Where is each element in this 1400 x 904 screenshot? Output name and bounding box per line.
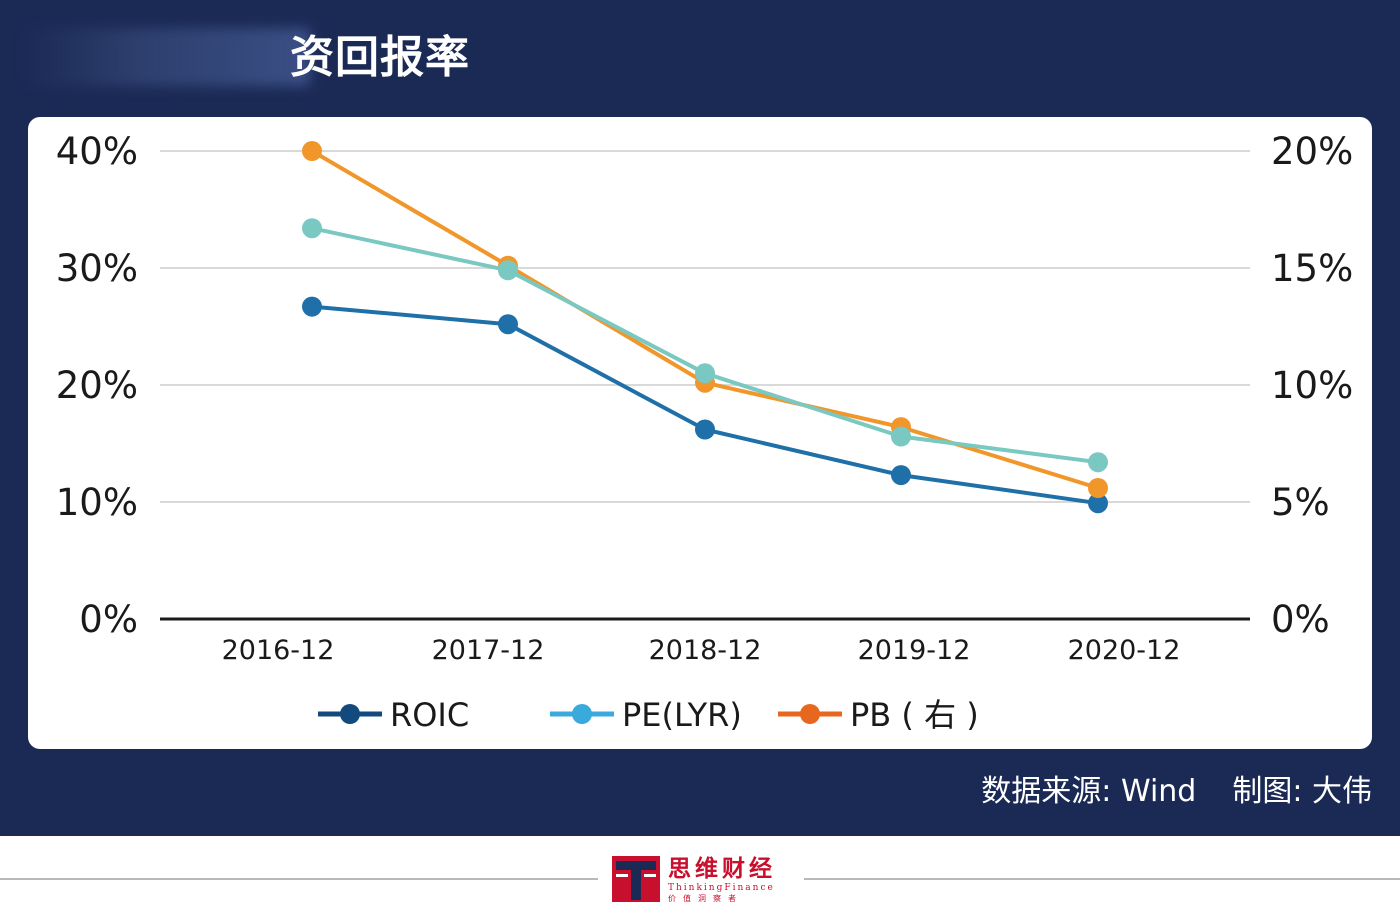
source-note: 数据来源: Wind 制图: 大伟 xyxy=(945,770,1372,814)
y-right-tick-label: 5% xyxy=(1271,481,1330,524)
legend-label-pe: PE(LYR) xyxy=(622,696,742,734)
data-point-pe xyxy=(498,260,518,281)
series-line-roic xyxy=(311,304,1099,506)
brand-logo: 思维财经 ThinkingFinance 价值洞察者 xyxy=(612,856,802,904)
data-point-roic xyxy=(891,465,911,486)
data-point-pe xyxy=(1088,452,1108,473)
y-right-tick-label: 10% xyxy=(1271,364,1353,407)
y-right-tick-label: 15% xyxy=(1271,247,1353,290)
legend-label-pb: PB ( 右 ) xyxy=(850,696,979,734)
data-point-pe xyxy=(891,426,911,447)
legend-marker-pe xyxy=(572,704,592,724)
page-title: 资回报率 xyxy=(290,32,470,83)
legend-marker-pb xyxy=(800,704,820,724)
y-right-tick-label: 20% xyxy=(1271,130,1353,173)
legend-marker-roic xyxy=(340,704,360,724)
data-point-pb xyxy=(302,141,322,161)
logo-subtitle: ThinkingFinance xyxy=(668,883,775,893)
data-point-roic xyxy=(695,419,715,440)
line-chart: 0% 10% 20% 30% 40% 0% 5% 10% 15% 20% 2016-12 2017-1… xyxy=(56,130,1354,734)
data-point-roic xyxy=(1088,493,1108,514)
chart-card: 0% 10% 20% 30% 40% 0% 5% 10% 15% 20% 2016-12 2017-1… xyxy=(28,117,1372,749)
data-point-pe xyxy=(302,218,322,239)
x-tick-label: 2017-12 xyxy=(432,635,545,666)
x-tick-label: 2018-12 xyxy=(649,635,762,666)
logo-t-icon xyxy=(612,856,660,902)
y-left-tick-label: 30% xyxy=(56,247,138,290)
y-left-tick-label: 20% xyxy=(56,364,138,407)
x-tick-label: 2016-12 xyxy=(222,635,335,666)
data-point-roic xyxy=(498,314,518,335)
footer-divider-right xyxy=(804,878,1400,880)
x-tick-label: 2019-12 xyxy=(858,635,971,666)
logo-tagline: 价值洞察者 xyxy=(668,894,743,903)
logo-name: 思维财经 xyxy=(668,856,776,882)
data-point-pb xyxy=(1088,478,1108,498)
footer-divider-left xyxy=(0,878,598,880)
data-point-roic xyxy=(302,296,322,317)
y-left-tick-label: 10% xyxy=(56,481,138,524)
x-tick-label: 2020-12 xyxy=(1068,635,1181,666)
legend-label-roic: ROIC xyxy=(390,696,469,734)
chart-author: 制图: 大伟 xyxy=(1232,774,1372,809)
y-left-tick-label: 40% xyxy=(56,130,138,173)
data-point-pe xyxy=(695,363,715,384)
y-right-tick-label: 0% xyxy=(1271,598,1330,641)
y-left-tick-label: 0% xyxy=(79,598,138,641)
data-source: 数据来源: Wind xyxy=(981,774,1197,809)
obscured-title-region xyxy=(20,28,310,86)
